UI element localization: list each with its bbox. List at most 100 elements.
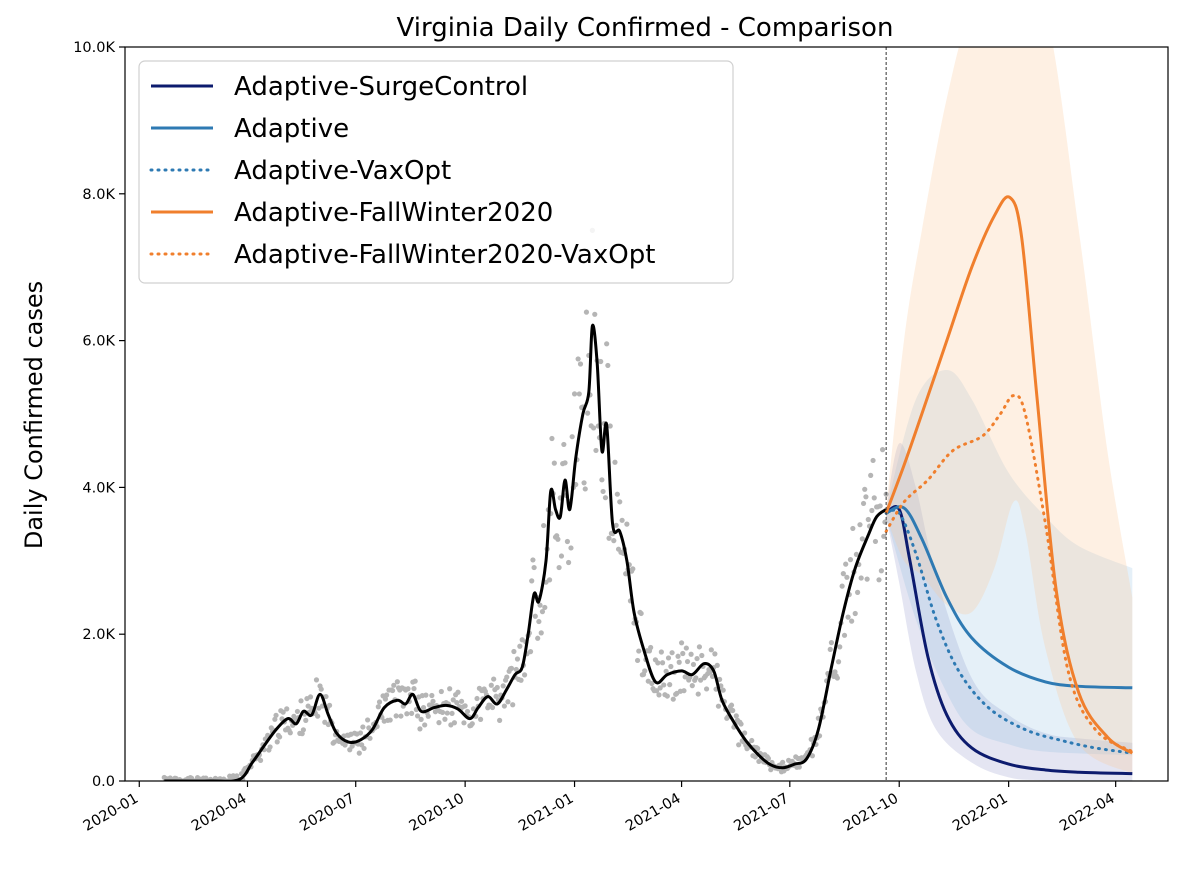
observed-point: [849, 618, 855, 624]
observed-point: [566, 559, 572, 566]
observed-point: [527, 649, 534, 655]
observed-point: [634, 657, 641, 664]
observed-point: [360, 724, 366, 730]
observed-point: [865, 516, 871, 523]
series-line-3: [884, 195, 1134, 755]
observed-point: [530, 557, 536, 563]
observed-point: [648, 644, 654, 651]
observed-point: [752, 754, 758, 760]
observed-point: [872, 538, 879, 545]
observed-point: [730, 707, 736, 714]
observed-point: [828, 640, 835, 646]
observed-point: [876, 577, 882, 583]
y-tick-label: 4.0K: [82, 480, 115, 496]
observed-point: [454, 700, 460, 706]
observed-point: [832, 669, 838, 675]
observed-point: [809, 753, 816, 759]
observed-point: [675, 653, 681, 659]
observed-point: [598, 358, 604, 365]
observed-point: [542, 604, 548, 611]
observed-point: [313, 677, 320, 683]
observed-point: [375, 704, 381, 710]
observed-point: [504, 674, 510, 680]
observed-point: [273, 712, 279, 718]
observed-point: [859, 536, 865, 542]
observed-point: [715, 703, 722, 709]
observed-point: [765, 755, 772, 762]
x-tick-label: 2021-01: [516, 791, 576, 835]
observed-point: [391, 682, 397, 688]
observed-point: [581, 480, 587, 486]
observed-point: [387, 717, 393, 723]
observed-point: [284, 706, 290, 712]
legend-label-3: Adaptive-FallWinter2020: [234, 198, 553, 228]
observed-point: [505, 699, 511, 705]
observed-point: [436, 720, 442, 726]
observed-point: [850, 525, 856, 532]
observed-point: [796, 764, 802, 770]
band-layer: [886, 47, 1133, 781]
observed-point: [531, 564, 537, 571]
observed-point: [684, 658, 691, 665]
observed-point: [561, 441, 567, 448]
observed-point: [537, 602, 543, 608]
observed-point: [555, 536, 561, 542]
observed-point: [455, 689, 461, 695]
series-line-0: [885, 505, 1133, 776]
observed-point: [642, 668, 648, 674]
observed-point: [420, 704, 427, 711]
observed-point: [736, 742, 742, 748]
observed-point: [658, 649, 664, 655]
observed-point: [624, 521, 630, 527]
band-0: [886, 443, 1133, 781]
observed-point: [494, 684, 500, 691]
plot-frame: [124, 46, 1169, 782]
observed-point: [834, 675, 840, 681]
observed-point: [429, 692, 435, 699]
observed-point: [409, 710, 415, 716]
observed-point: [450, 697, 456, 703]
observed-point: [733, 713, 739, 719]
x-tick-label: 2020-01: [81, 791, 141, 835]
observed-point: [717, 676, 723, 683]
observed-point: [398, 713, 404, 719]
observed-point: [411, 685, 417, 692]
observed-point: [858, 575, 864, 581]
observed-point: [681, 688, 687, 694]
observed-point: [669, 650, 675, 656]
observed-point: [840, 571, 846, 577]
observed-point: [585, 410, 591, 416]
observed-point: [461, 720, 467, 726]
observed-point: [659, 660, 666, 666]
observed-point: [657, 685, 663, 691]
observed-point: [539, 609, 546, 615]
observed-point: [474, 695, 480, 702]
observed-point: [536, 618, 542, 625]
observed-point: [664, 693, 670, 699]
observed-point: [843, 561, 849, 567]
observed-point: [361, 745, 367, 752]
observed-point: [847, 557, 854, 563]
observed-point: [551, 460, 557, 466]
observed-point: [617, 499, 623, 505]
observed-point: [412, 678, 418, 684]
y-axis-label: Daily Confirmed cases: [20, 281, 48, 549]
x-tick-label: 2021-04: [623, 791, 683, 835]
observed-point: [546, 577, 553, 583]
legend: Adaptive-SurgeControl Adaptive Adaptive-Va…: [138, 60, 734, 284]
observed-point: [649, 680, 655, 687]
observed-point: [541, 522, 547, 529]
observed-point: [728, 702, 735, 708]
observed-point: [636, 648, 642, 654]
observed-point: [693, 675, 699, 681]
observed-point: [841, 632, 848, 638]
observed-point: [623, 571, 629, 577]
observed-point: [605, 362, 611, 369]
observed-point: [497, 717, 503, 723]
observed-point: [549, 435, 555, 442]
observed-point: [558, 553, 565, 559]
scatter-layer: [161, 227, 889, 781]
observed-point: [638, 610, 644, 617]
observed-point: [680, 650, 686, 657]
